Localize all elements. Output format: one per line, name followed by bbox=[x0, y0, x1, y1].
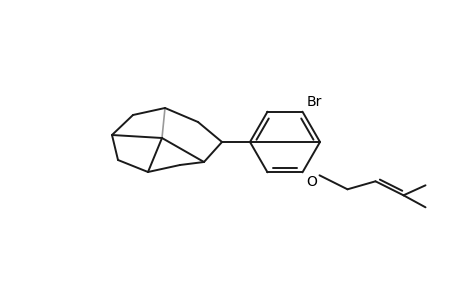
Text: Br: Br bbox=[306, 95, 321, 109]
Text: O: O bbox=[306, 175, 317, 189]
